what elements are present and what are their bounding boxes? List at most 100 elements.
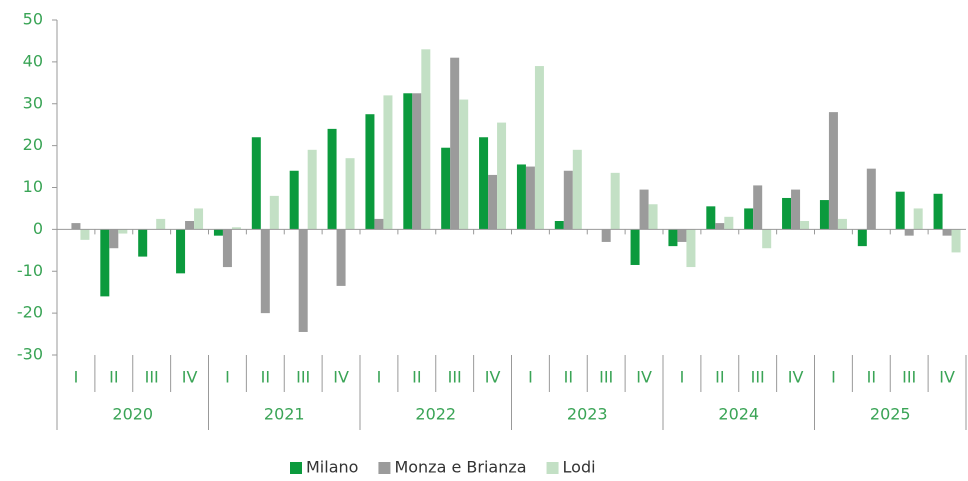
bar <box>753 185 763 230</box>
x-tick-label: III <box>902 368 916 387</box>
bar <box>724 216 734 230</box>
x-tick-label: I <box>74 368 79 387</box>
year-label: 2024 <box>718 405 759 424</box>
bar <box>525 166 535 230</box>
legend-label: Monza e Brianza <box>394 458 526 477</box>
bar <box>459 99 469 230</box>
bar <box>516 164 526 230</box>
legend-label: Milano <box>306 458 358 477</box>
bar <box>176 229 186 274</box>
bar <box>563 170 573 230</box>
bar <box>374 218 384 230</box>
legend-swatch <box>290 462 302 474</box>
bar <box>109 229 119 249</box>
bar <box>572 149 582 230</box>
legend-swatch <box>546 462 559 474</box>
bar <box>307 149 317 230</box>
year-label: 2025 <box>870 405 911 424</box>
bar <box>118 229 128 234</box>
year-label: 2022 <box>415 405 456 424</box>
x-tick-label: IV <box>333 368 349 387</box>
x-tick-label: III <box>599 368 613 387</box>
bar <box>194 208 204 230</box>
year-label: 2020 <box>112 405 153 424</box>
x-tick-label: II <box>261 368 270 387</box>
x-tick-label: II <box>715 368 724 387</box>
bar <box>156 218 166 230</box>
y-tick-label: 50 <box>23 10 43 29</box>
bar <box>819 200 829 230</box>
x-tick-label: I <box>528 368 533 387</box>
bar <box>791 189 801 230</box>
legend-swatch <box>378 462 391 474</box>
bar <box>715 223 725 230</box>
x-tick-label: II <box>564 368 573 387</box>
bar <box>933 193 943 230</box>
bar <box>260 229 270 314</box>
y-tick-label: 40 <box>23 51 43 70</box>
y-tick-label: 10 <box>23 177 43 196</box>
bar <box>686 229 696 268</box>
bar <box>610 172 620 230</box>
bar <box>554 221 564 230</box>
x-tick-label: III <box>296 368 310 387</box>
bar <box>479 137 489 230</box>
x-tick-label: I <box>831 368 836 387</box>
bar <box>648 204 658 230</box>
x-tick-label: II <box>109 368 118 387</box>
bar <box>365 114 375 230</box>
bar <box>828 112 838 230</box>
bar <box>138 229 148 257</box>
bar <box>231 227 241 230</box>
bar <box>383 95 393 230</box>
bar <box>185 221 195 230</box>
bar <box>913 208 923 230</box>
bar <box>80 229 90 240</box>
bar <box>762 229 772 249</box>
bar <box>677 229 687 242</box>
x-tick-label: II <box>412 368 421 387</box>
bar <box>866 168 876 230</box>
x-tick-label: IV <box>485 368 501 387</box>
bar <box>345 158 355 230</box>
y-tick-label: -10 <box>17 261 43 280</box>
bar <box>942 229 952 236</box>
y-tick-label: 30 <box>23 93 43 112</box>
bar <box>251 137 261 230</box>
x-tick-label: I <box>377 368 382 387</box>
bar <box>857 229 867 247</box>
y-tick-label: -30 <box>17 345 43 364</box>
bar <box>782 197 792 230</box>
bar <box>668 229 678 247</box>
x-tick-label: I <box>225 368 230 387</box>
year-label: 2021 <box>264 405 305 424</box>
bar <box>837 218 847 230</box>
x-tick-label: IV <box>182 368 198 387</box>
bar <box>951 229 961 253</box>
bar <box>450 57 460 230</box>
bar <box>630 229 640 265</box>
y-tick-label: 0 <box>33 219 43 238</box>
x-tick-label: II <box>867 368 876 387</box>
bar <box>327 128 337 230</box>
bar <box>895 191 905 230</box>
bar <box>534 66 544 230</box>
bar <box>497 122 507 230</box>
y-tick-label: -20 <box>17 303 43 322</box>
bar <box>904 229 914 236</box>
y-tick-label: 20 <box>23 135 43 154</box>
bar <box>222 229 232 268</box>
bar <box>71 223 81 230</box>
bar <box>639 189 649 230</box>
bar <box>100 229 110 297</box>
bar <box>706 206 716 230</box>
bar <box>421 49 431 230</box>
x-tick-label: III <box>751 368 765 387</box>
bar <box>403 93 413 230</box>
bar <box>336 229 346 286</box>
year-label: 2023 <box>567 405 608 424</box>
bar <box>213 229 223 236</box>
bar <box>744 208 754 230</box>
x-tick-label: III <box>145 368 159 387</box>
bar <box>800 221 810 230</box>
